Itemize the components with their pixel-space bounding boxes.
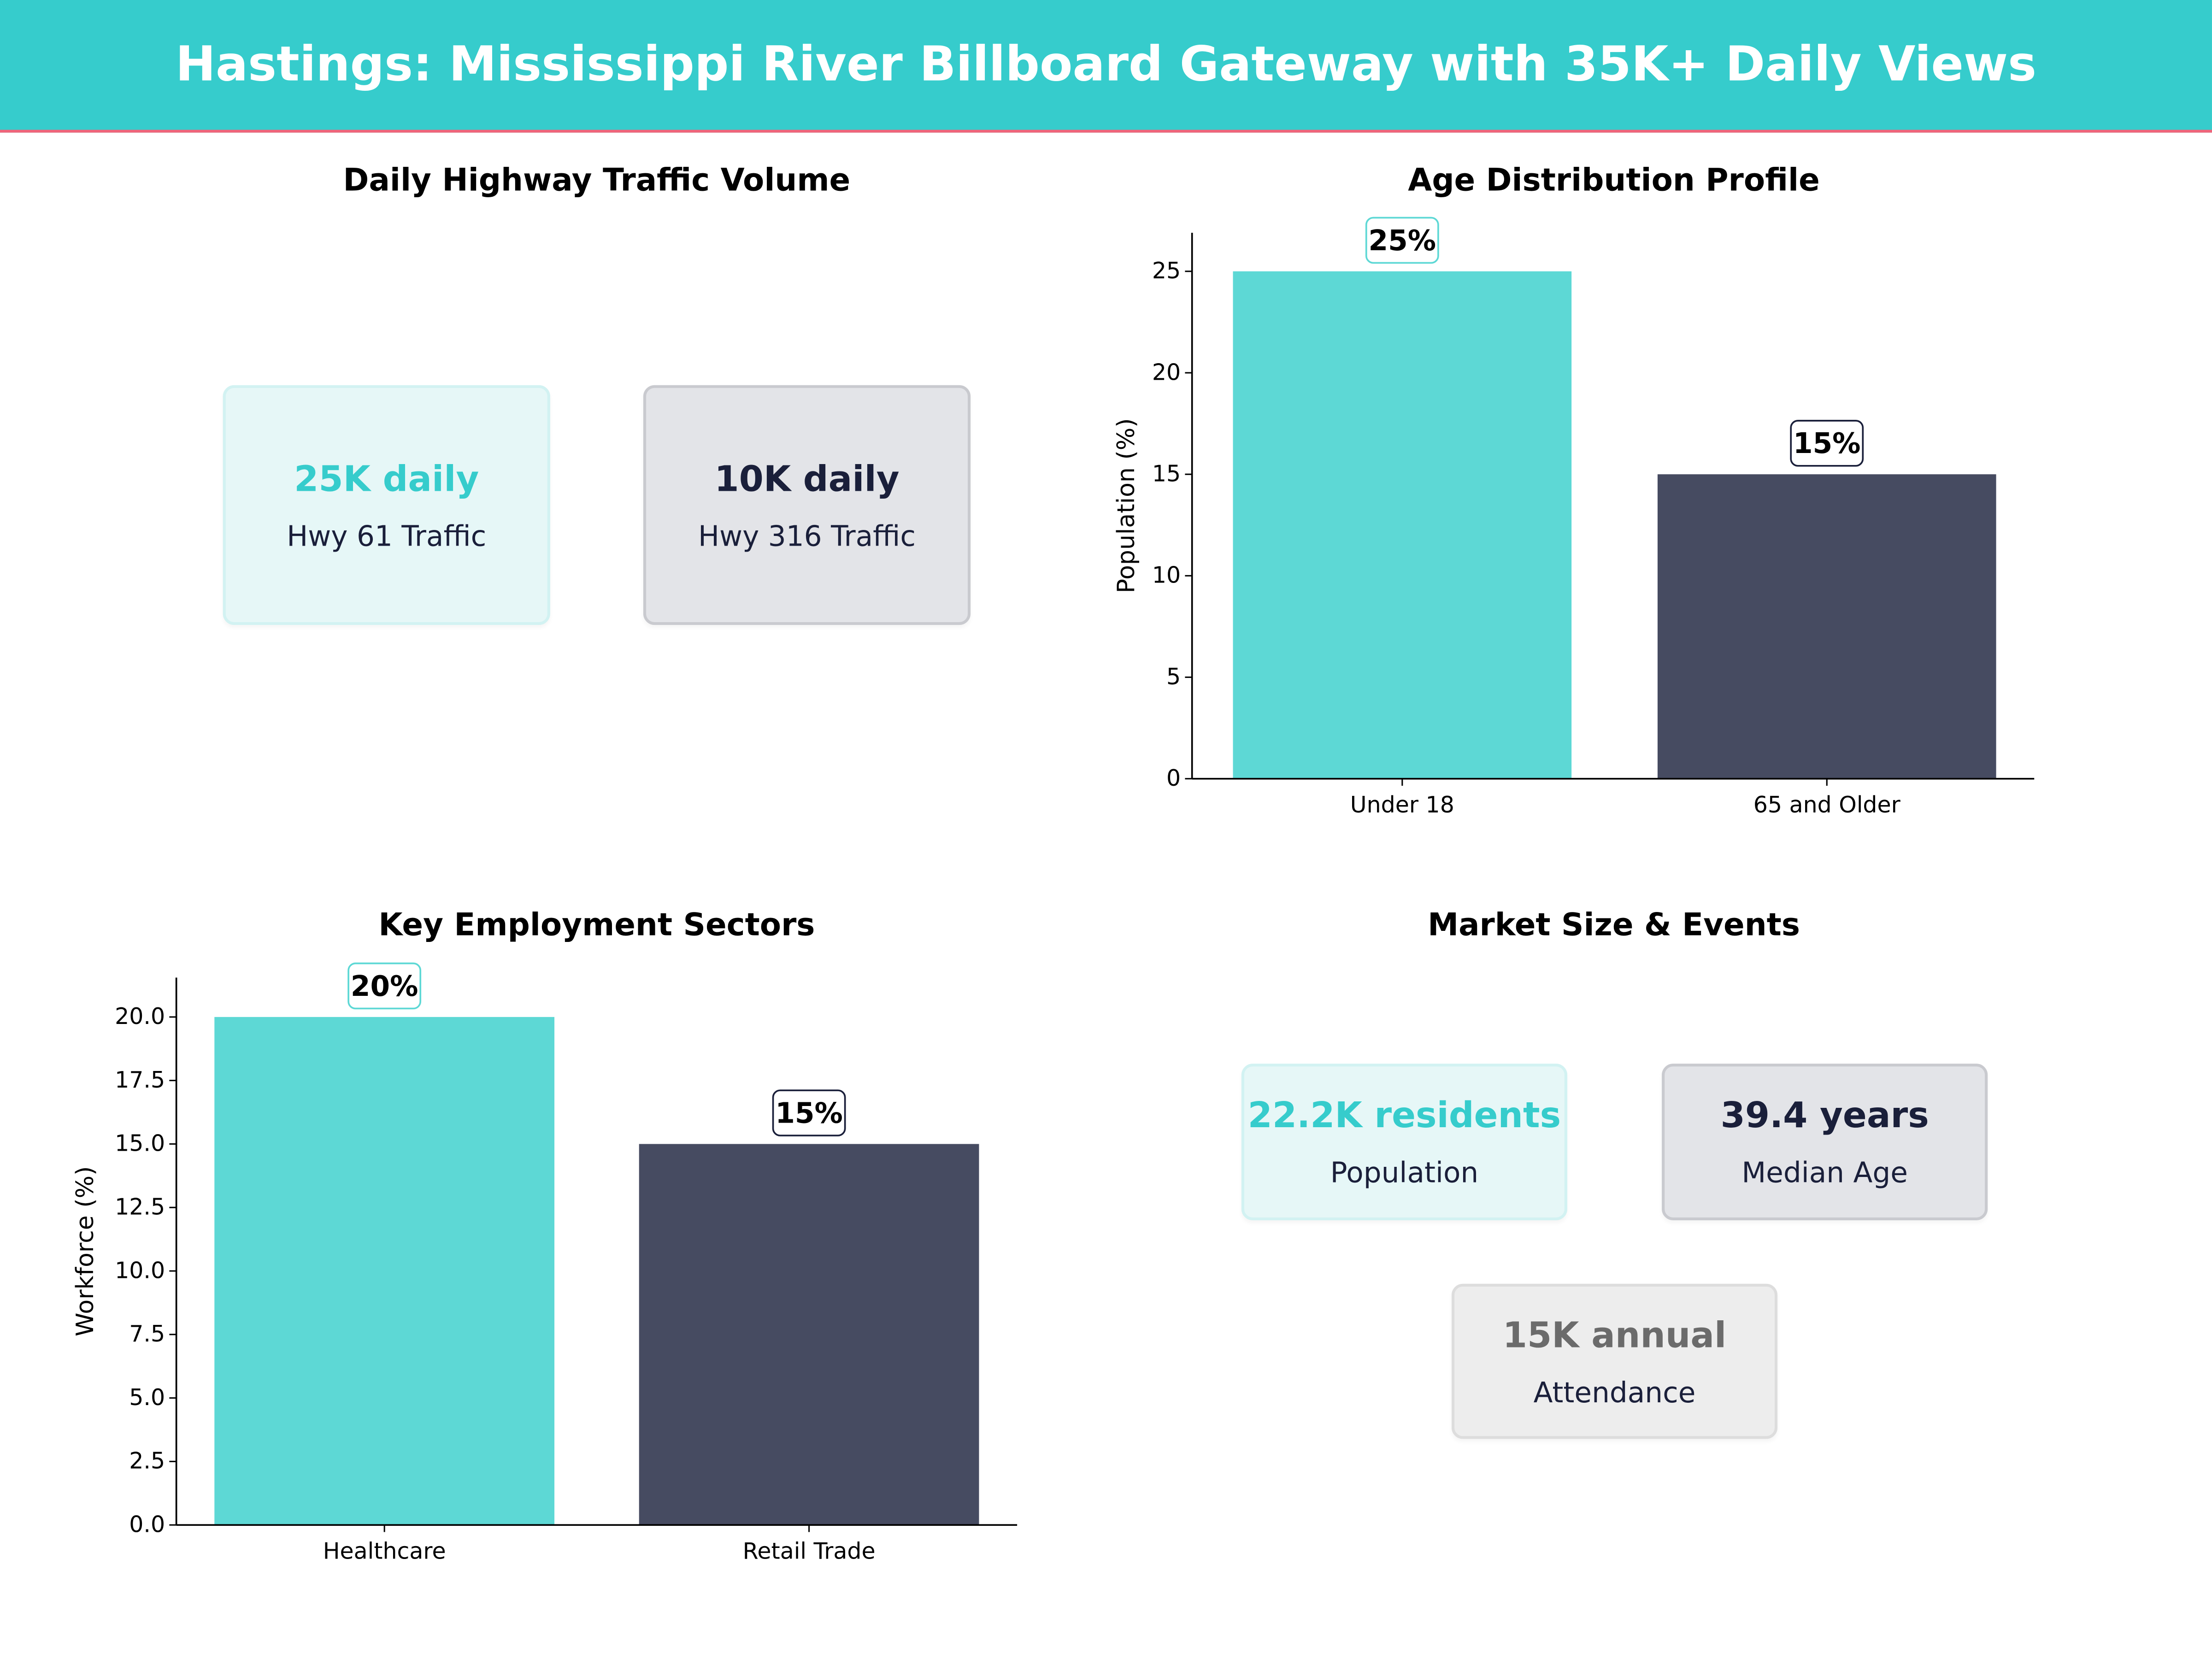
- bar-healthcare: [214, 1017, 555, 1525]
- data-label-box: [1790, 420, 1864, 467]
- card-label: Population: [1330, 1155, 1479, 1189]
- bar-65-and-older: [1657, 474, 1996, 779]
- y-tick-label: 0.0: [129, 1511, 165, 1537]
- age-chart-title: Age Distribution Profile: [1408, 164, 1820, 199]
- y-tick-label: 10: [1152, 562, 1181, 588]
- employment-chart-title: Key Employment Sectors: [378, 908, 815, 944]
- bar-under-18: [1233, 271, 1572, 779]
- x-tick-label: Under 18: [1350, 792, 1454, 818]
- y-tick-label: 5: [1166, 664, 1181, 690]
- y-tick-label: 2.5: [129, 1448, 165, 1474]
- y-tick-label: 7.5: [129, 1321, 165, 1347]
- x-tick-label: 65 and Older: [1753, 792, 1901, 818]
- y-tick-label: 12.5: [115, 1194, 165, 1220]
- hwy316-traffic-card: 10K daily Hwy 316 Traffic: [643, 385, 971, 625]
- bar-retail-trade: [639, 1144, 979, 1525]
- data-label: 25%: [1369, 224, 1436, 257]
- y-tick-label: 20.0: [115, 1003, 165, 1030]
- card-label: Attendance: [1533, 1375, 1696, 1409]
- attendance-card: 15K annual Attendance: [1451, 1283, 1778, 1439]
- y-axis-label: Population (%): [1112, 418, 1140, 593]
- card-value: 15K annual: [1502, 1314, 1727, 1355]
- market-panel-title: Market Size & Events: [1428, 908, 1800, 944]
- card-label: Median Age: [1741, 1155, 1908, 1189]
- data-label: 15%: [775, 1097, 843, 1130]
- data-label-box: [772, 1089, 846, 1136]
- page-title: Hastings: Mississippi River Billboard Ga…: [175, 36, 2037, 94]
- y-tick-label: 0: [1166, 765, 1181, 791]
- y-tick-label: 5.0: [129, 1384, 165, 1411]
- card-value: 39.4 years: [1720, 1094, 1929, 1136]
- x-tick-label: Retail Trade: [743, 1538, 876, 1565]
- data-label-box: [347, 962, 422, 1010]
- card-value: 25K daily: [294, 458, 479, 499]
- data-label: 15%: [1793, 427, 1861, 460]
- traffic-panel-title: Daily Highway Traffic Volume: [343, 164, 851, 199]
- y-tick-label: 17.5: [115, 1067, 165, 1093]
- population-card: 22.2K residents Population: [1241, 1064, 1567, 1220]
- data-label-box: [1365, 217, 1439, 264]
- card-value: 10K daily: [714, 458, 900, 499]
- card-value: 22.2K residents: [1247, 1094, 1561, 1136]
- y-tick-label: 20: [1152, 359, 1181, 385]
- y-tick-label: 15: [1152, 460, 1181, 487]
- y-tick-label: 25: [1152, 258, 1181, 284]
- hwy61-traffic-card: 25K daily Hwy 61 Traffic: [223, 385, 550, 625]
- y-tick-label: 15.0: [115, 1130, 165, 1157]
- card-label: Hwy 316 Traffic: [698, 518, 916, 553]
- card-label: Hwy 61 Traffic: [287, 518, 487, 553]
- data-label: 20%: [351, 970, 418, 1003]
- x-tick-label: Healthcare: [323, 1538, 446, 1565]
- y-axis-label: Workforce (%): [71, 1166, 99, 1336]
- median-age-card: 39.4 years Median Age: [1662, 1064, 1988, 1220]
- y-tick-label: 10.0: [115, 1257, 165, 1283]
- header-banner: Hastings: Mississippi River Billboard Ga…: [0, 0, 2212, 133]
